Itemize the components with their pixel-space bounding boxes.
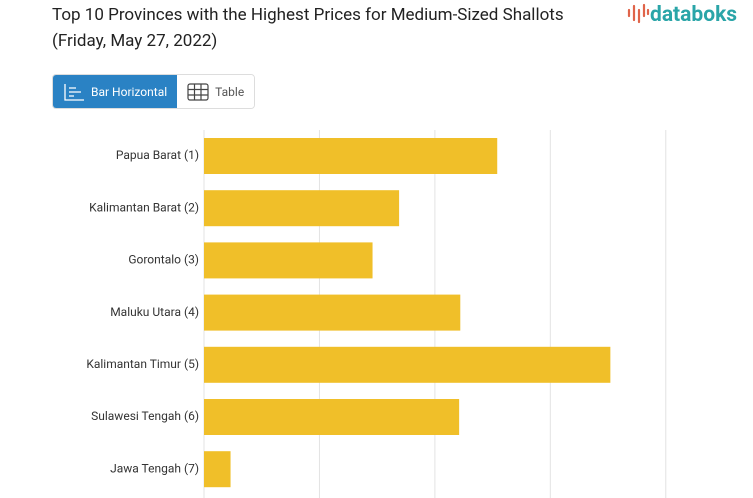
bar-button[interactable]: Bar Horizontal (53, 75, 178, 108)
logo-icon (627, 3, 650, 24)
bar-icon (64, 83, 84, 101)
bar (204, 242, 373, 279)
logo-text: databoks (650, 3, 738, 27)
y-tick-label: Gorontalo (3) (128, 253, 199, 267)
button-label: Bar Horizontal (91, 84, 168, 99)
y-tick-label: Papua Barat (1) (116, 148, 199, 162)
y-tick-label: Maluku Utara (4) (110, 305, 199, 319)
bar (204, 399, 460, 435)
y-tick-label: Kalimantan Barat (2) (89, 200, 199, 214)
y-tick-label: Kalimantan Timur (5) (86, 357, 199, 371)
y-tick-label: Sulawesi Tengah (6) (91, 409, 199, 423)
button-label: Table (215, 84, 245, 99)
bar (204, 346, 611, 383)
logo: databoks (626, 2, 737, 27)
bar (204, 190, 400, 227)
bar (204, 451, 231, 488)
bar (204, 138, 498, 174)
view-toggle: Bar Horizontal Table (52, 74, 256, 109)
table-icon (187, 82, 209, 101)
chart-title: Top 10 Provinces with the Highest Prices… (52, 5, 564, 51)
table-button[interactable]: Table (177, 75, 255, 108)
bar (204, 294, 461, 331)
y-tick-label: Jawa Tengah (7) (110, 461, 199, 475)
